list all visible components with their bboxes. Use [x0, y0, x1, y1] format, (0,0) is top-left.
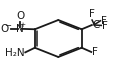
Text: F: F [92, 47, 98, 57]
Text: F: F [101, 16, 107, 26]
Text: F: F [102, 21, 108, 31]
Text: +: + [20, 22, 26, 28]
Text: N: N [16, 24, 24, 34]
Text: O: O [16, 11, 24, 21]
Text: H₂N: H₂N [4, 48, 24, 58]
Text: F: F [89, 9, 95, 19]
Text: O: O [1, 24, 9, 34]
Text: −: − [4, 21, 11, 30]
Text: C: C [93, 20, 100, 30]
